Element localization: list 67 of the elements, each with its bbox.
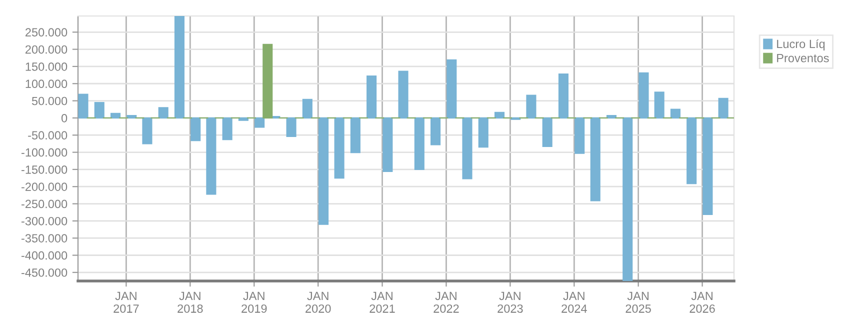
bar xyxy=(542,117,552,147)
bar xyxy=(302,98,312,119)
bar xyxy=(446,59,457,119)
y-tick-label: -450.000 xyxy=(22,268,68,277)
x-tick-label: JAN 2025 xyxy=(626,292,651,313)
bar xyxy=(238,117,248,121)
bar xyxy=(654,92,664,119)
bar xyxy=(606,114,617,119)
bar xyxy=(366,76,377,119)
bar xyxy=(222,117,232,140)
x-tick-label: JAN 2017 xyxy=(114,292,139,313)
bar xyxy=(158,107,168,119)
bar xyxy=(526,94,536,119)
x-tick-label: JAN 2024 xyxy=(562,292,587,313)
bar xyxy=(190,117,201,142)
y-tick-label: -350.000 xyxy=(22,234,68,242)
y-tick-label: -250.000 xyxy=(22,200,68,208)
bar xyxy=(622,117,633,281)
y-tick-label: 50.000 xyxy=(32,96,68,106)
bar xyxy=(478,117,488,148)
bar xyxy=(174,16,184,119)
bar xyxy=(718,98,728,119)
y-tick-label: -50.000 xyxy=(28,131,68,140)
bar xyxy=(350,117,360,154)
y-tick-label: 200.000 xyxy=(26,45,68,54)
y-tick-label: -100.000 xyxy=(22,148,68,157)
bar xyxy=(142,117,152,144)
bar xyxy=(382,117,393,172)
x-tick-label: JAN 2020 xyxy=(306,292,331,313)
bar xyxy=(94,102,104,119)
x-tick-label: JAN 2022 xyxy=(434,292,459,313)
bar xyxy=(398,70,408,119)
legend-label: Proventos xyxy=(777,54,829,62)
y-tick-label: 250.000 xyxy=(26,28,68,37)
bar xyxy=(558,73,568,119)
bar xyxy=(670,108,680,119)
bar xyxy=(686,117,697,184)
bar xyxy=(318,117,329,225)
y-tick-label: 0 xyxy=(61,114,68,122)
bar xyxy=(462,117,472,180)
y-tick-label: -400.000 xyxy=(22,251,68,260)
y-tick-label: -300.000 xyxy=(22,216,68,226)
y-tick-label: 100.000 xyxy=(26,80,68,88)
x-tick-label: JAN 2021 xyxy=(370,292,395,313)
bar xyxy=(126,114,137,119)
bar xyxy=(430,117,441,146)
bar xyxy=(574,117,585,154)
bar xyxy=(334,117,344,179)
bar xyxy=(286,117,296,138)
bar xyxy=(262,44,273,119)
bar xyxy=(206,117,216,195)
bar xyxy=(494,112,505,119)
x-tick-label: JAN 2023 xyxy=(498,292,523,313)
bar xyxy=(254,117,265,128)
x-tick-label: JAN 2019 xyxy=(242,292,267,313)
x-tick-label: JAN 2018 xyxy=(178,292,203,313)
x-tick-label: JAN 2026 xyxy=(690,292,715,313)
y-tick-label: 150.000 xyxy=(26,62,68,71)
y-tick-label: -200.000 xyxy=(22,182,68,191)
y-tick-label: -150.000 xyxy=(22,165,68,174)
bar xyxy=(78,94,88,119)
bar xyxy=(702,117,713,215)
legend-label: Lucro Líq xyxy=(777,39,825,50)
bar xyxy=(590,117,600,202)
bar xyxy=(414,117,424,170)
bar xyxy=(638,72,649,119)
bar xyxy=(110,112,121,119)
